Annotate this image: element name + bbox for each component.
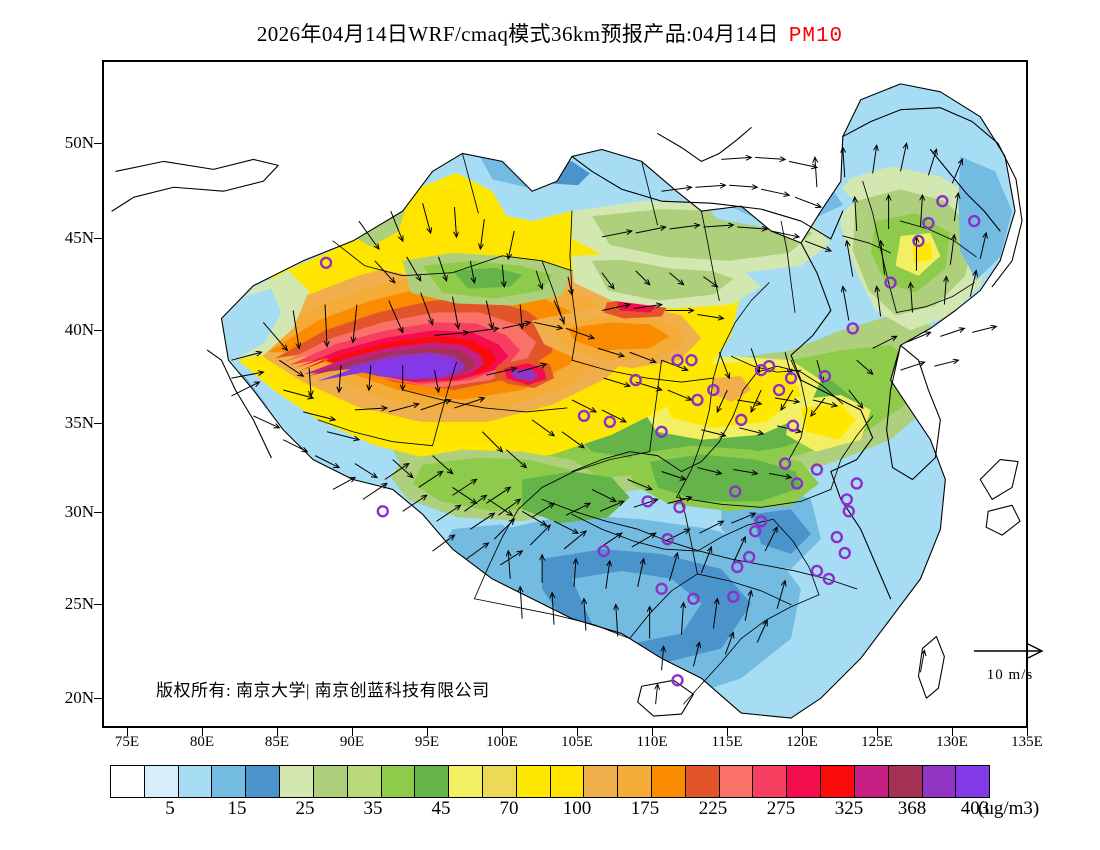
x-tick-7: [652, 728, 653, 736]
colorbar-label-5: 70: [499, 798, 519, 819]
colorbar-label-11: 368: [897, 798, 927, 819]
x-tick-11: [952, 728, 953, 736]
y-axis-label-1: 45N: [64, 228, 94, 247]
colorbar-units-label: (ug/m3): [978, 798, 1040, 819]
colorbar: [110, 765, 990, 798]
y-tick-25N: [94, 604, 102, 605]
x-axis-label-11: 130E: [936, 734, 968, 750]
colorbar-label-7: 175: [630, 798, 660, 819]
wind-vector-field: [231, 144, 996, 705]
colorbar-label-8: 225: [698, 798, 728, 819]
page-title: 2026年04月14日WRF/cmaq模式36km预报产品:04月14日 PM10: [0, 18, 1100, 48]
colorbar-cell-14: [584, 766, 619, 797]
colorbar-cell-6: [313, 766, 348, 797]
y-axis-label-6: 20N: [64, 688, 94, 707]
colorbar-label-1: 15: [227, 798, 247, 819]
y-tick-50N: [94, 143, 102, 144]
colorbar-cell-21: [821, 766, 855, 797]
colorbar-cell-22: [854, 766, 889, 797]
colorbar-label-3: 35: [363, 798, 383, 819]
colorbar-cell-5: [280, 766, 314, 797]
colorbar-cell-12: [516, 766, 551, 797]
x-axis-label-0: 75E: [114, 734, 140, 750]
x-tick-1: [202, 728, 203, 736]
colorbar-cell-0: [111, 766, 145, 797]
x-axis-label-1: 80E: [189, 734, 215, 750]
wind-scale-label: 10 m/s: [986, 667, 1034, 683]
x-axis-label-10: 125E: [861, 734, 893, 750]
colorbar-cell-2: [178, 766, 213, 797]
x-tick-12: [1027, 728, 1028, 736]
x-tick-10: [877, 728, 878, 736]
colorbar-cell-9: [415, 766, 450, 797]
x-tick-3: [352, 728, 353, 736]
station-markers: [319, 194, 981, 687]
map-canvas: [104, 62, 1026, 726]
y-axis-label-3: 35N: [64, 413, 94, 432]
colorbar-cell-23: [888, 766, 923, 797]
colorbar-cell-11: [482, 766, 517, 797]
colorbar-cell-7: [347, 766, 382, 797]
colorbar-cell-19: [753, 766, 788, 797]
y-tick-40N: [94, 330, 102, 331]
colorbar-cell-10: [449, 766, 483, 797]
x-tick-9: [802, 728, 803, 736]
colorbar-label-10: 325: [834, 798, 864, 819]
colorbar-label-0: 5: [165, 798, 175, 819]
title-main-text: 2026年04月14日WRF/cmaq模式36km预报产品:04月14日: [256, 22, 779, 46]
colorbar-cell-24: [922, 766, 957, 797]
x-axis-label-5: 100E: [486, 734, 518, 750]
y-axis-label-4: 30N: [64, 502, 94, 521]
wind-arrow-icon: [974, 643, 1044, 659]
colorbar-cell-16: [652, 766, 686, 797]
colorbar-label-12: 403: [960, 798, 990, 819]
y-tick-20N: [94, 698, 102, 699]
x-tick-0: [127, 728, 128, 736]
colorbar-cell-20: [787, 766, 822, 797]
x-axis-label-6: 105E: [561, 734, 593, 750]
y-axis-label-2: 40N: [64, 320, 94, 339]
y-tick-45N: [94, 238, 102, 239]
colorbar-label-9: 275: [766, 798, 796, 819]
pm10-concentration-field: [221, 83, 1016, 719]
colorbar-cell-13: [550, 766, 585, 797]
y-axis-label-5: 25N: [64, 594, 94, 613]
y-tick-35N: [94, 423, 102, 424]
x-tick-6: [577, 728, 578, 736]
x-axis-label-8: 115E: [711, 734, 743, 750]
colorbar-label-2: 25: [295, 798, 315, 819]
x-axis-label-3: 90E: [339, 734, 365, 750]
colorbar-label-4: 45: [431, 798, 451, 819]
x-tick-5: [502, 728, 503, 736]
map-boundaries: [111, 83, 1023, 719]
map-plot-frame: [102, 60, 1028, 728]
colorbar-cell-17: [685, 766, 720, 797]
colorbar-cell-1: [144, 766, 179, 797]
x-axis-label-4: 95E: [414, 734, 440, 750]
x-axis-label-12: 135E: [1011, 734, 1043, 750]
title-species-label: PM10: [788, 25, 844, 48]
x-axis-label-2: 85E: [264, 734, 290, 750]
copyright-notice: 版权所有: 南京大学| 南京创蓝科技有限公司: [156, 681, 490, 700]
colorbar-cell-3: [212, 766, 247, 797]
y-tick-30N: [94, 512, 102, 513]
colorbar-cell-18: [719, 766, 754, 797]
x-axis-label-9: 120E: [786, 734, 818, 750]
colorbar-cell-4: [246, 766, 281, 797]
y-axis-label-0: 50N: [64, 133, 94, 152]
colorbar-label-6: 100: [562, 798, 592, 819]
colorbar-cell-8: [381, 766, 416, 797]
colorbar-cell-15: [618, 766, 652, 797]
colorbar-cell-25: [956, 766, 990, 797]
x-axis-label-7: 110E: [636, 734, 668, 750]
x-tick-4: [427, 728, 428, 736]
wind-scale-key: 10 m/s: [960, 640, 1060, 684]
x-tick-2: [277, 728, 278, 736]
x-tick-8: [727, 728, 728, 736]
